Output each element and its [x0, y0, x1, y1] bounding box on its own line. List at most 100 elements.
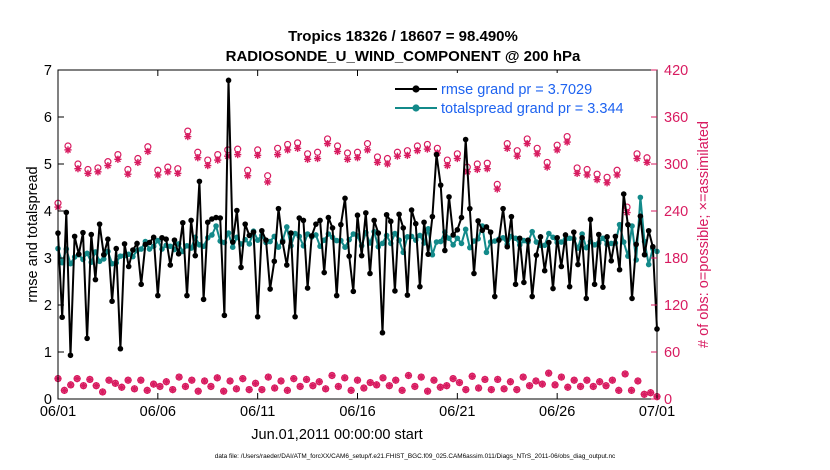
obs-assimilated-point [413, 147, 421, 155]
obs-assimilated-point [194, 387, 202, 395]
obs-assimilated-point [244, 172, 252, 180]
rmse-point [259, 227, 265, 234]
y-right-tick-label: 420 [664, 63, 688, 79]
rmse-point [171, 237, 178, 243]
rmse-point [96, 221, 103, 227]
obs-assimilated-point [144, 147, 152, 156]
obs-assimilated-point [462, 386, 470, 394]
obs-assimilated-point [634, 377, 642, 385]
rmse-point [620, 191, 627, 197]
obs-assimilated-point [423, 387, 432, 395]
rmse-point [292, 313, 298, 320]
rmse-point [483, 224, 490, 230]
y-tick-label: 5 [44, 157, 52, 173]
totalspread-point [446, 235, 452, 242]
rmse-point [629, 295, 635, 302]
totalspread-point [467, 244, 473, 251]
rmse-point [591, 281, 598, 288]
obs-assimilated-point [226, 377, 234, 385]
rmse-point [229, 239, 236, 245]
rmse-point [450, 232, 456, 238]
rmse-point [350, 288, 357, 295]
totalspread-point [138, 246, 144, 252]
rmse-point [467, 205, 473, 212]
rmse-point [612, 233, 619, 240]
totalspread-point [462, 226, 469, 233]
rmse-point [200, 296, 207, 303]
obs-possible-point [313, 148, 322, 156]
rmse-point [121, 241, 128, 247]
rmse-point [404, 292, 411, 298]
obs-assimilated-point [154, 171, 162, 179]
rmse-point [275, 205, 282, 212]
totalspread-point [350, 231, 357, 237]
obs-assimilated-point [322, 385, 330, 393]
rmse-point [113, 245, 120, 252]
rmse-point [346, 253, 352, 259]
rmse-point [155, 292, 161, 299]
obs-assimilated-point [523, 140, 531, 148]
totalspread-point [425, 226, 432, 232]
rmse-point [537, 234, 544, 240]
obs-assimilated-point [411, 382, 419, 391]
rmse-point [308, 233, 315, 239]
rmse-point [321, 269, 328, 276]
ticks-layer: 06/01 06/06 06/11 06/16 06/21 06/26 07/0101234… [40, 63, 688, 420]
obs-possible-point [343, 149, 352, 157]
totalspread-point [645, 261, 652, 268]
y-right-tick-label: 120 [664, 298, 688, 314]
rmse-point [221, 312, 228, 319]
rmse-point [637, 213, 644, 219]
rmse-point [437, 182, 444, 188]
rmse-point [213, 214, 219, 221]
rmse-point [408, 207, 415, 213]
obs-assimilated-point [169, 386, 177, 394]
rmse-point [304, 285, 311, 291]
rmse-point [595, 231, 602, 238]
rmse-point [329, 225, 336, 231]
rmse-point [88, 231, 95, 238]
obs-assimilated-point [130, 385, 139, 393]
obs-assimilated-point [379, 374, 387, 382]
rmse-point [433, 151, 440, 158]
obs-assimilated-point [149, 380, 158, 388]
rmse-point [100, 251, 107, 258]
obs-assimilated-point [543, 163, 551, 171]
obs-assimilated-point [583, 171, 591, 179]
x-tick-label: 07/01 [639, 404, 675, 420]
rmse-point [421, 219, 427, 226]
rmse-point [583, 295, 590, 302]
rmse-point [462, 136, 469, 143]
y-axis-right-label: # of obs: o=possible; ×=assimilated [696, 121, 712, 348]
obs-assimilated-point [302, 375, 311, 384]
obs-assimilated-point [239, 375, 247, 383]
rmse-point [475, 218, 481, 224]
rmse-point [566, 283, 573, 290]
obs-assimilated-point [519, 373, 527, 381]
rmse-point [59, 314, 65, 321]
rmse-point [562, 232, 569, 238]
y-tick-label: 2 [44, 298, 52, 314]
obs-assimilated-point [493, 185, 501, 193]
obs-assimilated-point [264, 373, 272, 381]
y-tick-label: 3 [44, 251, 52, 267]
totalspread-point [437, 238, 444, 245]
obs-assimilated-point [94, 168, 102, 176]
rmse-point [479, 227, 486, 234]
obs-assimilated-point [137, 376, 145, 384]
totalspread-point [541, 242, 548, 249]
rmse-point [533, 252, 540, 258]
y-right-tick-label: 180 [664, 251, 688, 267]
rmse-point [458, 214, 465, 221]
obs-assimilated-point [417, 373, 425, 381]
rmse-point [496, 237, 502, 243]
totalspread-point [209, 232, 215, 238]
obs-assimilated-point [436, 383, 444, 391]
obs-assimilated-point [175, 373, 183, 381]
obs-assimilated-point [347, 386, 355, 394]
totalspread-point [146, 246, 153, 252]
rmse-point [442, 247, 448, 254]
obs-assimilated-point [570, 376, 578, 384]
obs-assimilated-point [373, 381, 381, 389]
legend: rmse grand pr = 3.7029 totalspread grand… [389, 73, 645, 122]
